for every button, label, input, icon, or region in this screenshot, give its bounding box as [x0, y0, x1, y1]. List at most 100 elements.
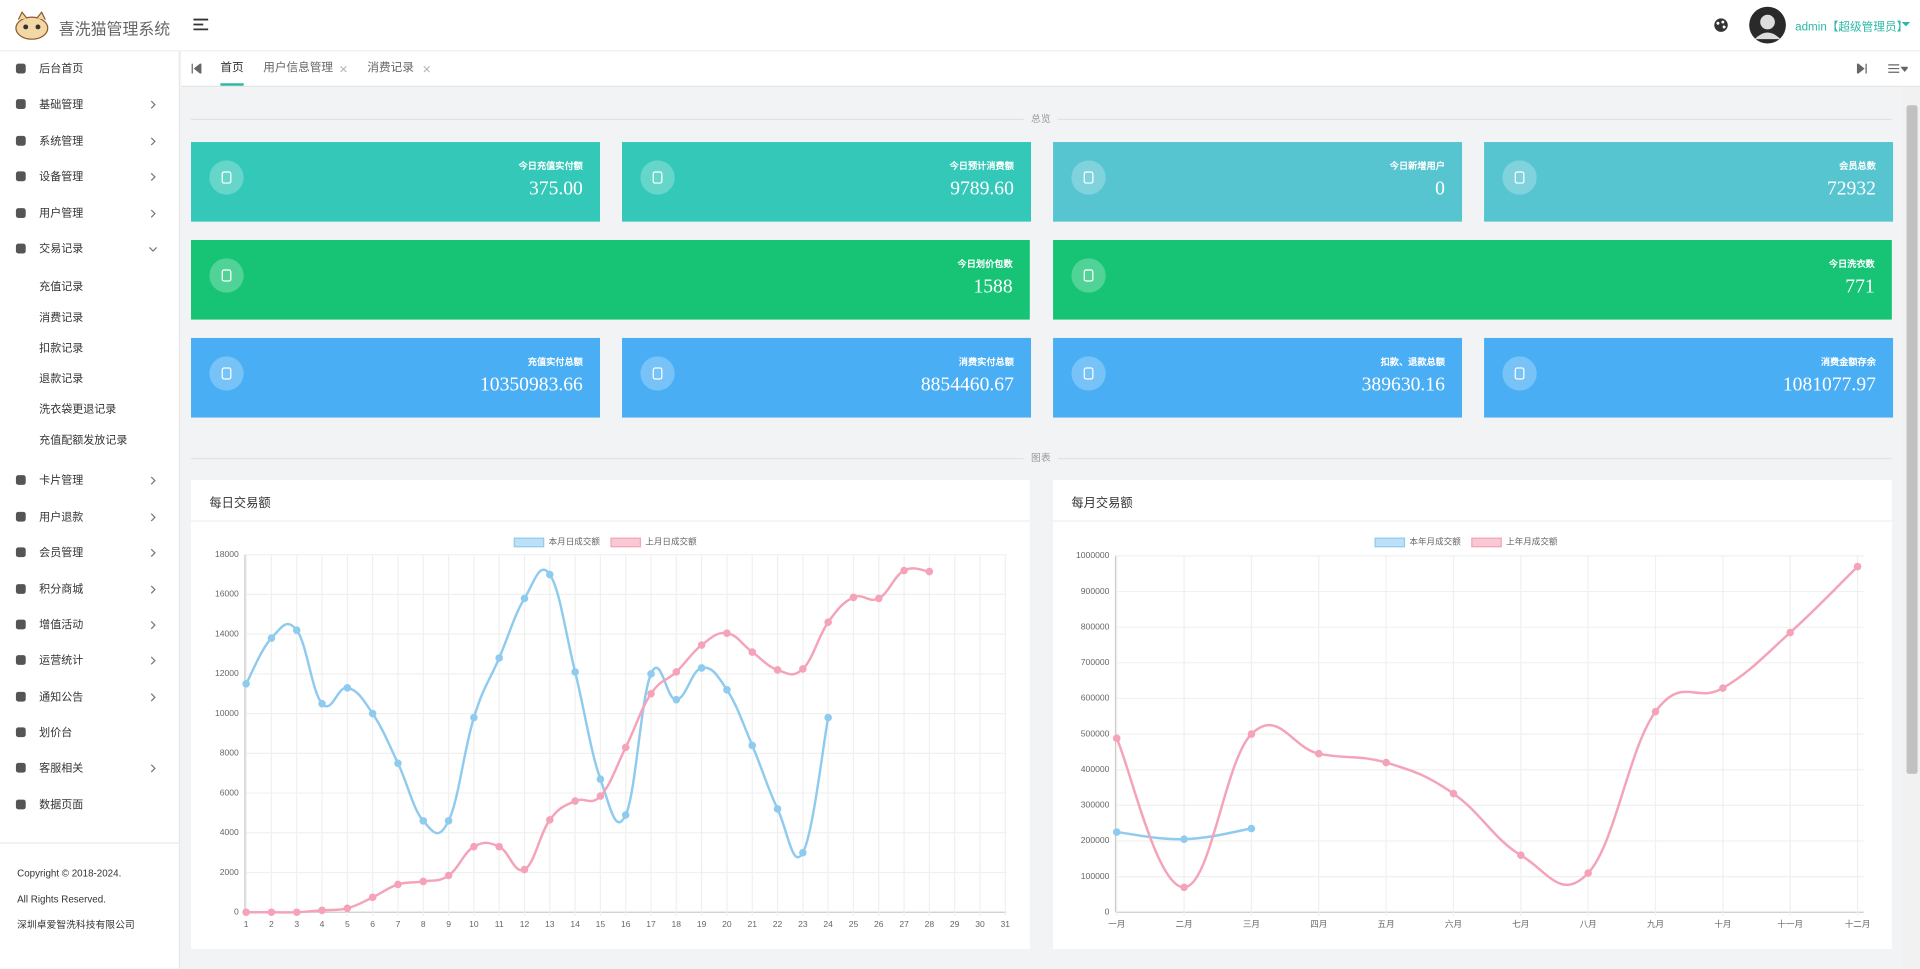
data-point: [1651, 707, 1660, 716]
menu-arrow: [150, 476, 156, 486]
stat-icon: [640, 160, 675, 195]
data-point: [242, 908, 250, 917]
data-point: [773, 805, 782, 813]
menu-item[interactable]: 卡片管理: [0, 463, 179, 499]
tab-menu[interactable]: [1888, 64, 1908, 74]
menu-label: 数据页面: [39, 798, 84, 811]
chevron: [150, 209, 156, 218]
sidebar-footer: Copyright © 2018-2024. All Rights Reserv…: [0, 842, 179, 938]
menu-label: 后台首页: [39, 62, 84, 75]
y-tick-label: 800000: [1081, 621, 1110, 631]
x-tick-label: 15: [596, 919, 606, 929]
menu-item[interactable]: 客服相关: [0, 751, 179, 787]
data-point: [267, 908, 276, 917]
menu-item[interactable]: 数据页面: [0, 787, 179, 823]
stat-icon: [209, 356, 244, 391]
submenu-item[interactable]: 充值配额发放记录: [39, 433, 128, 447]
data-point: [1517, 851, 1525, 860]
menu-label: 通知公告: [39, 690, 84, 703]
menu-arrow: [150, 137, 156, 146]
menu-item[interactable]: 积分商城: [0, 571, 179, 607]
chevron: [150, 764, 156, 774]
y-tick-label: 4000: [220, 827, 239, 837]
scroll-thumb[interactable]: [1906, 105, 1918, 774]
data-point: [394, 759, 402, 768]
chevron: [150, 137, 156, 146]
tab-first[interactable]: [191, 63, 202, 74]
menu-label: 增值活动: [39, 618, 84, 631]
legend-swatch: [513, 537, 545, 548]
menu-item[interactable]: 后台首页: [0, 51, 179, 87]
submenu-item[interactable]: 洗衣袋更退记录: [39, 403, 117, 416]
data-point: [495, 842, 503, 851]
tab[interactable]: 消费记录: [367, 61, 414, 75]
theme-icon[interactable]: [1713, 17, 1729, 33]
menu-item[interactable]: 运营统计: [0, 643, 179, 679]
avatar[interactable]: [1749, 6, 1787, 44]
data-point: [596, 775, 605, 783]
legend-label: 上月日成交额: [645, 536, 697, 547]
menu-arrow: [150, 656, 156, 666]
menu-item[interactable]: 用户退款: [0, 499, 179, 535]
tab-last[interactable]: [1856, 63, 1867, 74]
data-point: [1853, 562, 1862, 571]
menu-item[interactable]: 系统管理: [0, 123, 179, 159]
data-point: [799, 848, 807, 857]
submenu-item[interactable]: 消费记录: [39, 311, 84, 324]
submenu-item[interactable]: 充值记录: [39, 280, 84, 294]
menu-label: 交易记录: [39, 242, 84, 255]
y-tick-label: 0: [1105, 907, 1110, 917]
menu-item[interactable]: 设备管理: [0, 159, 179, 195]
menu-toggle[interactable]: [192, 17, 209, 32]
data-point: [1584, 869, 1592, 877]
stat-value: 72932: [1826, 178, 1876, 200]
copyright: Copyright © 2018-2024.: [17, 868, 122, 880]
stat-card: 扣款、退款总额 389630.16: [1053, 337, 1463, 418]
rights: All Rights Reserved.: [17, 893, 106, 905]
menu-icon: [15, 799, 26, 810]
data-point: [824, 713, 832, 722]
x-tick-label: 3: [294, 919, 299, 929]
section-label: 图表: [1023, 451, 1058, 465]
stat-card: 消费实付总额 8854460.67: [622, 337, 1032, 418]
menu-label: 卡片管理: [39, 474, 84, 487]
sidebar: 后台首页基础管理 系统管理 设备管理 用户管理交易记录充值记录消费记录扣款记录退款记录…: [0, 51, 181, 969]
stat-card: 今日划价包数 1588: [191, 240, 1030, 320]
menu-item[interactable]: 会员管理: [0, 535, 179, 571]
x-tick-label: 二月: [1176, 919, 1193, 929]
menu-item[interactable]: 划价台: [0, 715, 179, 751]
tab-close[interactable]: [423, 66, 430, 73]
data-point: [773, 666, 782, 674]
menu-item[interactable]: 增值活动: [0, 607, 179, 643]
data-point: [1180, 883, 1188, 892]
menu-item[interactable]: 基础管理: [0, 87, 179, 123]
x-tick-label: 2: [269, 919, 274, 929]
menu-arrow: [150, 209, 156, 218]
menu-arrow: [150, 548, 156, 558]
stat-icon: [1071, 356, 1106, 391]
x-tick-label: 4: [320, 919, 325, 929]
submenu-item[interactable]: 退款记录: [39, 372, 84, 385]
menu-item[interactable]: 通知公告: [0, 679, 179, 715]
tab[interactable]: 用户信息管理: [263, 61, 334, 75]
tab-close[interactable]: [340, 66, 347, 73]
x-tick-label: 11: [495, 919, 504, 929]
data-point: [1247, 730, 1256, 738]
stat-label: 今日洗衣数: [1828, 258, 1875, 270]
menu-item[interactable]: 用户管理: [0, 195, 179, 231]
menu-item[interactable]: 交易记录: [0, 231, 179, 267]
data-point: [520, 594, 529, 603]
stat-label: 今日充值实付额: [518, 160, 583, 172]
x-tick-label: 八月: [1580, 919, 1597, 929]
stat-value: 9789.60: [950, 178, 1014, 200]
x-tick-label: 十一月: [1777, 918, 1803, 929]
tab[interactable]: 首页: [220, 51, 244, 86]
data-point: [419, 817, 428, 825]
y-tick-label: 700000: [1081, 657, 1110, 667]
data-point: [292, 908, 301, 917]
user-name[interactable]: admin【超级管理员】: [1795, 20, 1909, 35]
stat-icon: [1502, 356, 1537, 391]
menu-arrow: [150, 173, 156, 182]
data-point: [723, 629, 731, 637]
submenu-item[interactable]: 扣款记录: [39, 342, 84, 355]
